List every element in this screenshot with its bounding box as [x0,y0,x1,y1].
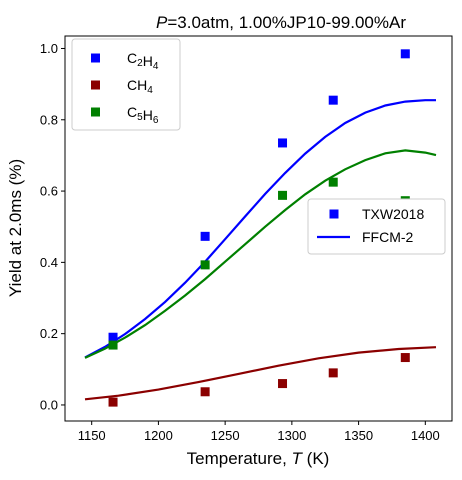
marker-c2h4 [108,332,118,342]
x-axis-label: Temperature, T (K) [187,449,330,468]
x-axis-ticks: 1150 1200 1250 1300 1350 1400 [78,421,440,443]
chart-title-italic: P [156,13,168,32]
y-tick-label: 0.8 [40,112,58,127]
style-legend-items: TXW2018 FFCM-2 [317,206,424,245]
marker-ch4 [108,397,118,407]
y-axis-ticks: 0.0 0.2 0.4 0.6 0.8 1.0 [40,41,65,412]
x-tick-label: 1400 [411,428,440,443]
model-curve-ch4 [84,346,437,401]
legend-label-c2h4: C2H4 [127,50,159,72]
marker-c5h6 [328,177,338,187]
x-axis-label-unit: (K) [302,449,329,468]
marker-c2h4 [278,138,288,148]
model-curves [84,99,437,401]
style-legend-box [307,198,446,255]
legend-marker-c2h4 [91,53,100,63]
species-legend-items: C2H4 CH4 C5H6 [91,50,159,126]
marker-c5h6 [200,260,210,270]
chart-title: P=3.0atm, 1.00%JP10-99.00%Ar [156,13,406,32]
x-tick-label: 1350 [344,428,373,443]
marker-c2h4 [200,231,210,241]
y-tick-label: 1.0 [40,41,58,56]
legend-label-c5h6: C5H6 [127,104,159,126]
marker-ch4 [278,379,288,389]
model-curve-c2h4 [84,99,436,359]
axes-frame [64,35,453,422]
marker-c5h6 [108,340,118,350]
legend-marker-c5h6 [91,107,100,117]
chart-title-rest: =3.0atm, 1.00%JP10-99.00%Ar [167,13,406,32]
y-axis-label: Yield at 2.0ms (%) [6,159,25,297]
marker-ch4 [400,353,410,363]
legend-marker-txw2018 [329,209,339,219]
y-tick-label: 0.0 [40,397,58,412]
marker-c2h4 [328,95,338,105]
marker-c5h6 [278,190,288,200]
style-legend: TXW2018 FFCM-2 [307,198,446,255]
x-tick-label: 1300 [277,428,306,443]
legend-label-ch4: CH4 [127,77,153,96]
species-legend-box [71,38,181,131]
x-tick-label: 1150 [78,428,106,443]
x-axis-label-italic: T [292,449,304,468]
marker-ch4 [200,387,210,397]
x-tick-label: 1250 [211,428,240,443]
y-tick-label: 0.6 [40,184,58,199]
model-curve-c5h6 [84,149,437,359]
legend-label-ffcm-2: FFCM-2 [362,229,414,245]
marker-c2h4 [400,49,410,59]
x-tick-label: 1200 [144,428,173,443]
x-axis-label-text: Temperature, [187,449,292,468]
legend-marker-ch4 [91,80,100,90]
species-legend: C2H4 CH4 C5H6 [71,38,181,131]
marker-ch4 [328,368,338,378]
legend-label-txw2018: TXW2018 [362,206,424,222]
y-tick-label: 0.4 [40,255,58,270]
y-tick-label: 0.2 [40,326,58,341]
